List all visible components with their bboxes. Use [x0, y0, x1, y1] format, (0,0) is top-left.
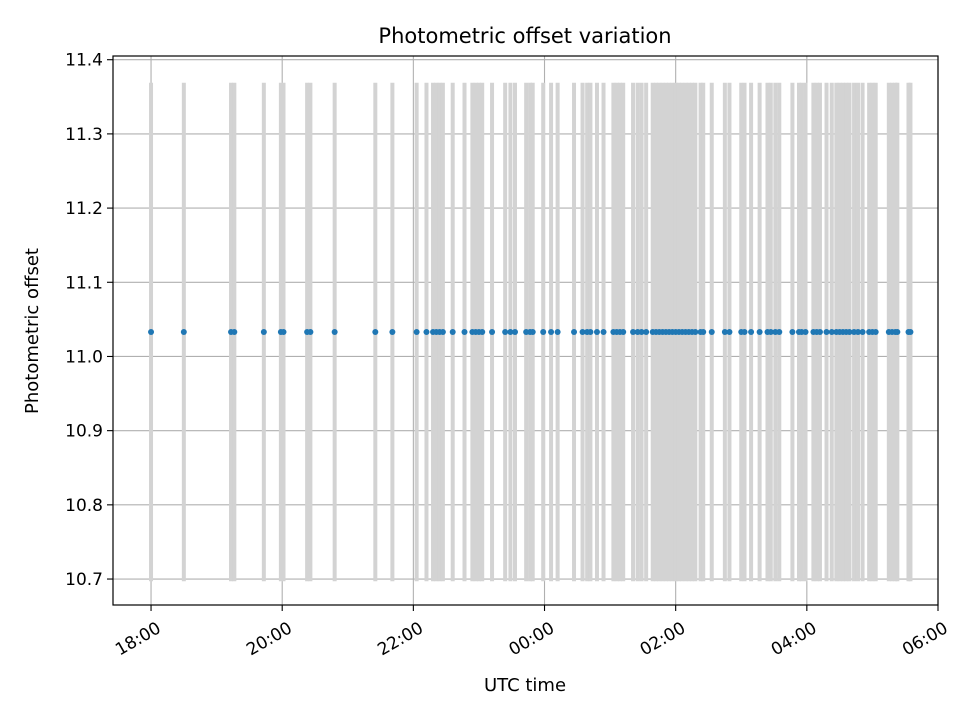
data-point — [638, 328, 645, 335]
data-point — [741, 328, 748, 335]
data-point — [554, 328, 561, 335]
data-point — [776, 328, 783, 335]
data-point — [802, 328, 809, 335]
data-point — [708, 328, 715, 335]
data-point — [280, 328, 287, 335]
data-point — [372, 328, 379, 335]
data-point — [894, 328, 901, 335]
data-point — [859, 328, 866, 335]
data-point — [231, 328, 238, 335]
data-point — [872, 328, 879, 335]
y-tick-label: 11.1 — [65, 273, 103, 293]
data-point — [148, 328, 155, 335]
data-point — [413, 328, 420, 335]
data-point — [489, 328, 496, 335]
y-tick-label: 10.7 — [65, 570, 103, 590]
y-tick-label: 11.4 — [65, 51, 103, 71]
data-point — [721, 328, 728, 335]
data-point — [529, 328, 536, 335]
data-point — [692, 328, 699, 335]
data-point — [823, 328, 830, 335]
data-point — [540, 328, 547, 335]
data-point — [307, 328, 314, 335]
data-point — [423, 328, 430, 335]
data-point — [587, 328, 594, 335]
data-point — [854, 328, 861, 335]
data-point — [502, 328, 509, 335]
data-point — [461, 328, 468, 335]
data-point — [593, 328, 600, 335]
data-point — [846, 328, 853, 335]
x-axis-label: UTC time — [484, 675, 566, 696]
data-point — [600, 328, 607, 335]
data-points — [148, 328, 914, 335]
y-tick-label: 11.2 — [65, 199, 103, 219]
data-point — [512, 328, 519, 335]
data-point — [630, 328, 637, 335]
data-point — [579, 328, 586, 335]
data-point — [449, 328, 456, 335]
data-point — [620, 328, 627, 335]
y-tick-label: 11.0 — [65, 347, 103, 367]
data-point — [726, 328, 733, 335]
data-point — [479, 328, 486, 335]
data-point — [816, 328, 823, 335]
data-point — [643, 328, 650, 335]
data-point — [767, 328, 774, 335]
chart-title: Photometric offset variation — [378, 24, 671, 48]
data-point — [571, 328, 578, 335]
data-point — [789, 328, 796, 335]
data-point — [828, 328, 835, 335]
data-point — [331, 328, 338, 335]
data-point — [260, 328, 267, 335]
plot-frame — [112, 55, 939, 606]
data-point — [548, 328, 555, 335]
data-point — [439, 328, 446, 335]
data-point — [907, 328, 914, 335]
y-tick-label: 10.8 — [65, 496, 103, 516]
data-point — [180, 328, 187, 335]
data-point — [748, 328, 755, 335]
data-point — [756, 328, 763, 335]
y-axis-label: Photometric offset — [22, 248, 43, 414]
data-point — [507, 328, 514, 335]
y-tick-label: 11.3 — [65, 125, 103, 145]
data-point — [389, 328, 396, 335]
y-tick-label: 10.9 — [65, 422, 103, 442]
data-point — [700, 328, 707, 335]
